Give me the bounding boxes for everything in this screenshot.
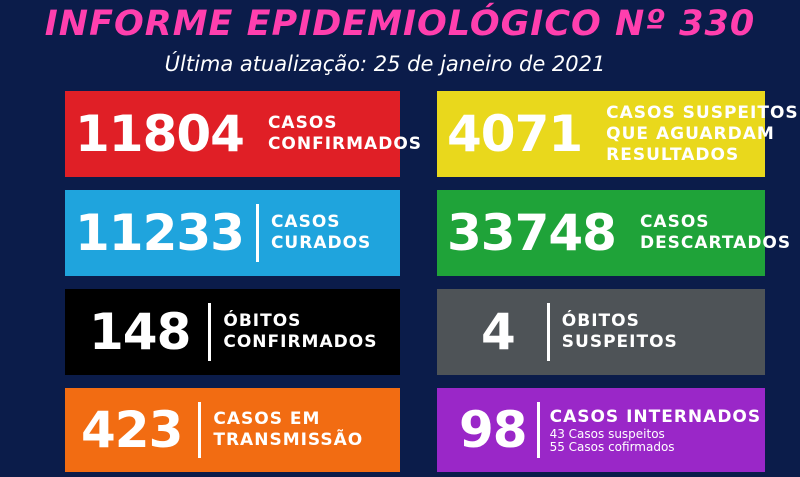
discarded-cases-label: CASOS DESCARTADOS [639,212,792,253]
discarded-cases-value: 33748 [447,204,617,262]
divider [255,204,259,262]
divider [198,402,202,458]
card-discarded-cases: 33748 CASOS DESCARTADOS [437,190,790,276]
hospitalized-cases-value: 98 [459,401,528,459]
hospitalized-cases-label: CASOS INTERNADOS 43 Casos suspeitos 55 C… [549,406,762,454]
divider [546,303,550,361]
transmission-cases-value: 423 [81,401,183,459]
confirmed-cases-value: 11804 [75,105,245,163]
card-transmission-cases: 423 CASOS EM TRANSMISSÃO [65,388,400,472]
confirmed-cases-label: CASOS CONFIRMADOS [267,113,423,154]
last-update-text: Última atualização: 25 de janeiro de 202… [164,52,606,76]
card-suspected-cases: 4071 CASOS SUSPEITOS QUE AGUARDAM RESULT… [437,91,798,177]
divider [208,303,212,361]
hospitalized-suspected-note: 43 Casos suspeitos [549,426,665,441]
confirmed-deaths-label: ÓBITOS CONFIRMADOS [223,311,378,352]
suspected-deaths-label: ÓBITOS SUSPEITOS [561,311,678,352]
card-confirmed-cases: 11804 CASOS CONFIRMADOS [65,91,421,177]
suspected-deaths-value: 4 [481,303,516,361]
suspected-cases-label: CASOS SUSPEITOS QUE AGUARDAM RESULTADOS [606,102,799,165]
transmission-cases-label: CASOS EM TRANSMISSÃO [213,409,364,450]
hospitalized-confirmed-note: 55 Casos cofirmados [549,439,675,454]
card-confirmed-deaths: 148 ÓBITOS CONFIRMADOS [65,289,400,375]
confirmed-deaths-value: 148 [89,303,191,361]
divider [536,402,540,458]
card-recovered-cases: 11233 CASOS CURADOS [65,190,400,276]
suspected-cases-value: 4071 [447,105,583,163]
recovered-cases-label: CASOS CURADOS [270,212,372,253]
recovered-cases-value: 11233 [75,204,245,262]
page-title: INFORME EPIDEMIOLÓGICO Nº 330 [44,4,756,44]
card-suspected-deaths: 4 ÓBITOS SUSPEITOS [437,289,765,375]
card-hospitalized-cases: 98 CASOS INTERNADOS 43 Casos suspeitos 5… [437,388,765,472]
